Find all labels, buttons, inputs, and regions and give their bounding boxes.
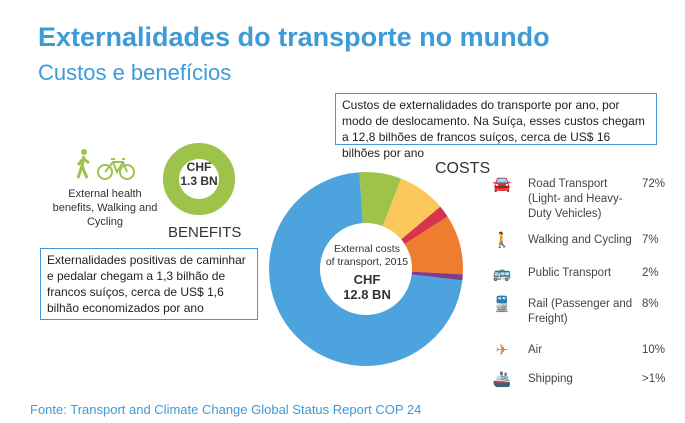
donut-slice-walking [359, 172, 402, 227]
benefits-ring [163, 143, 235, 215]
donut-slice-road [269, 172, 463, 366]
costs-donut [269, 172, 463, 366]
cost-note-box: Custos de externalidades do transporte p… [335, 93, 657, 160]
legend-label: Air [528, 344, 543, 356]
legend-label: Road Transport (Light- and Heavy-Duty Ve… [528, 178, 623, 220]
train-icon: 🚆 [492, 296, 512, 313]
legend-percent: 10% [642, 344, 666, 356]
benefits-value: 1.3 BN [180, 174, 218, 188]
donut-center-line2: of transport, 2015 [325, 256, 409, 268]
donut-slice-air [404, 216, 463, 275]
donut-center-currency: CHF [353, 272, 381, 287]
source-footer: Fonte: Transport and Climate Change Glob… [30, 402, 422, 417]
pedestrian-bicycle-icon [76, 149, 135, 180]
page-title: Externalidades do transporte no mundo [38, 22, 550, 52]
donut-center: External costs of transport, 2015 CHF 12… [321, 243, 413, 302]
donut-center-line1: External costs [334, 243, 400, 255]
costs-heading: COSTS [435, 160, 491, 177]
benefits-heading: BENEFITS [168, 224, 242, 241]
legend-percent: 72% [642, 178, 666, 190]
health-benefits-label: External health benefits, Walking and Cy… [52, 188, 158, 228]
legend-percent: 2% [642, 267, 659, 279]
donut-slice-rail [382, 178, 441, 240]
donut-slice-shipping [411, 271, 463, 281]
health-icons [75, 148, 137, 187]
page-subtitle: Custos e benefícios [38, 60, 232, 85]
bus-icon: 🚌 [492, 265, 512, 282]
legend-percent: 7% [642, 234, 659, 246]
donut-center-value: 12.8 BN [343, 287, 391, 302]
benefits-center: CHF 1.3 BN [175, 160, 223, 188]
legend-percent: >1% [642, 373, 666, 385]
donut-slice-public [401, 206, 448, 245]
legend-label: Rail (Passenger and Freight) [528, 298, 633, 325]
airplane-icon: ✈ [495, 342, 509, 359]
legend-percent: 8% [642, 298, 659, 310]
legend-label: Shipping [528, 373, 573, 385]
ship-icon: 🚢 [492, 371, 512, 388]
legend-label: Public Transport [528, 267, 612, 279]
benefits-currency: CHF [186, 160, 212, 174]
pedestrian-icon: 🚶 [492, 232, 512, 249]
legend-label: Walking and Cycling [528, 234, 632, 246]
car-icon: 🚘 [492, 176, 512, 193]
benefits-donut [163, 143, 235, 215]
benefit-note-box: Externalidades positivas de caminhar e p… [40, 248, 258, 320]
